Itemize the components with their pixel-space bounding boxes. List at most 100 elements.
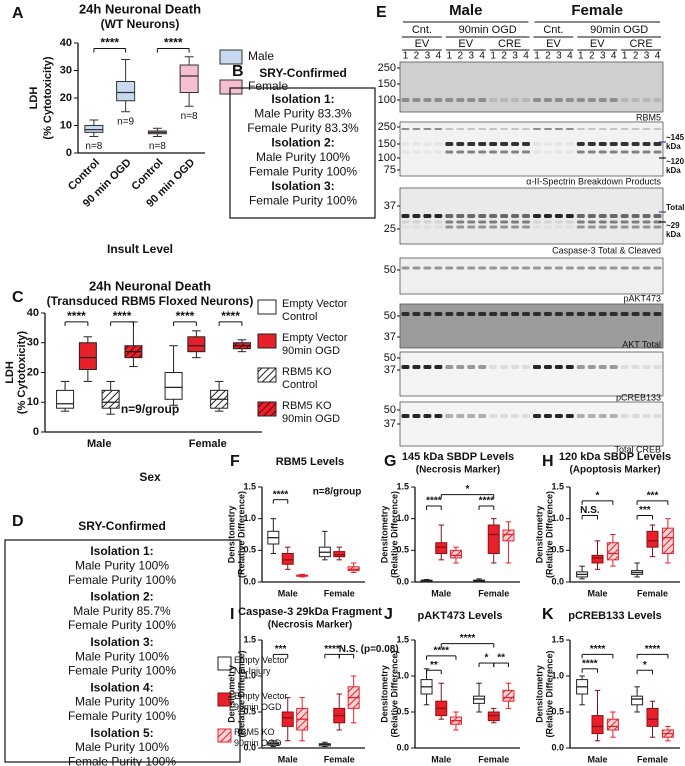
blot-band bbox=[543, 266, 552, 270]
significance: N.S. bbox=[580, 505, 600, 516]
y-axis-label: (Relative Difference) bbox=[389, 650, 399, 737]
blot-label: pAKT473 bbox=[623, 293, 661, 303]
blot-band bbox=[576, 150, 585, 154]
lane-number: 3 bbox=[600, 51, 606, 62]
blot-band bbox=[522, 365, 530, 369]
x-tick-label: Male bbox=[587, 754, 607, 764]
box-label: n=9 bbox=[117, 116, 134, 127]
blot-band bbox=[565, 266, 574, 270]
box bbox=[502, 689, 515, 702]
lane-number: 2 bbox=[589, 51, 595, 62]
blot-band bbox=[533, 150, 541, 154]
box bbox=[606, 542, 619, 561]
blot-band bbox=[598, 365, 607, 369]
text-line: ~145 bbox=[666, 133, 685, 142]
text-line: kDa bbox=[666, 142, 681, 151]
significance: ** bbox=[430, 660, 438, 671]
lane-number: 1 bbox=[490, 51, 496, 62]
y-axis-label: LDH bbox=[4, 361, 16, 384]
box-label: n=8 bbox=[85, 141, 102, 152]
x-tick-label: Male bbox=[87, 438, 111, 450]
blot-band bbox=[576, 414, 585, 418]
box bbox=[281, 711, 294, 727]
lane-number: 1 bbox=[403, 51, 409, 62]
blot-band bbox=[500, 266, 509, 270]
text-line: Empty Vector bbox=[282, 298, 350, 310]
box bbox=[591, 715, 604, 735]
purity-line: Male Purity 85.7% bbox=[73, 604, 171, 618]
blot-band bbox=[434, 220, 443, 224]
legend-label: Male bbox=[248, 49, 274, 63]
blot-band bbox=[434, 312, 443, 316]
blot-band bbox=[489, 414, 498, 418]
blot-band bbox=[500, 365, 509, 369]
blot-band bbox=[609, 142, 618, 146]
blot-band bbox=[456, 266, 465, 270]
blot-band bbox=[631, 98, 640, 102]
blot-band bbox=[445, 225, 454, 229]
text-line: Total bbox=[666, 203, 685, 212]
blot-band bbox=[533, 98, 541, 102]
blot-band bbox=[587, 150, 596, 154]
blot-band bbox=[401, 98, 410, 102]
isolation-label: Isolation 2: bbox=[90, 590, 153, 604]
blot-band bbox=[489, 312, 498, 316]
x-tick-label: Female bbox=[478, 588, 509, 598]
box bbox=[487, 711, 500, 722]
significance: **** bbox=[176, 309, 195, 323]
mw-marker: 50 bbox=[384, 264, 396, 276]
blot-band bbox=[653, 214, 662, 218]
blot-band bbox=[598, 142, 607, 146]
blot-band bbox=[456, 214, 465, 218]
blot-band bbox=[467, 266, 476, 270]
box bbox=[116, 81, 136, 102]
significance: * bbox=[643, 660, 647, 671]
y-tick-label: 1.0 bbox=[551, 670, 564, 680]
blot-band bbox=[598, 214, 607, 218]
blot-band bbox=[554, 365, 563, 369]
box bbox=[449, 549, 462, 559]
blot-band bbox=[478, 150, 487, 154]
text-line: kDa bbox=[666, 166, 681, 175]
significance: **** bbox=[645, 644, 661, 655]
note: n=8/group bbox=[313, 487, 362, 498]
blot-band bbox=[456, 225, 465, 229]
legend-swatch bbox=[219, 49, 243, 65]
blot-band bbox=[620, 414, 629, 418]
condition-header: Cnt. bbox=[543, 24, 563, 36]
blot-band bbox=[620, 98, 629, 102]
info-box bbox=[4, 539, 241, 763]
blot-band bbox=[500, 225, 509, 229]
mw-marker: 150 bbox=[378, 78, 396, 90]
isolation-label: Isolation 3: bbox=[90, 635, 153, 649]
blot-strip bbox=[399, 351, 664, 397]
panel-letter: I bbox=[230, 606, 234, 623]
blot-band bbox=[500, 128, 509, 130]
legend-label: Female bbox=[248, 79, 288, 93]
blot-band bbox=[467, 312, 476, 316]
blot-band bbox=[467, 98, 476, 102]
blot-band bbox=[412, 365, 421, 369]
lane-number: 2 bbox=[414, 51, 420, 62]
blot-band bbox=[543, 142, 552, 146]
blot-band bbox=[445, 214, 454, 218]
blot-band bbox=[653, 98, 662, 102]
blot-band bbox=[456, 128, 465, 130]
blot-band bbox=[445, 128, 454, 130]
blot-band bbox=[489, 142, 498, 146]
blot-band bbox=[631, 312, 640, 316]
lane-number: 3 bbox=[556, 51, 562, 62]
mw-marker: 75 bbox=[384, 164, 396, 176]
box bbox=[164, 372, 183, 400]
panel-letter: A bbox=[12, 5, 24, 22]
blot-band bbox=[565, 128, 574, 130]
blot-band bbox=[478, 266, 487, 270]
blot-strip bbox=[399, 61, 664, 113]
box bbox=[646, 530, 659, 548]
blot-band bbox=[565, 150, 574, 154]
blot-band bbox=[522, 266, 530, 270]
side-label: ~29 kDa bbox=[666, 221, 682, 239]
blot-band bbox=[576, 98, 585, 102]
x-tick-label: Female bbox=[478, 754, 509, 764]
blot-band bbox=[456, 142, 465, 146]
